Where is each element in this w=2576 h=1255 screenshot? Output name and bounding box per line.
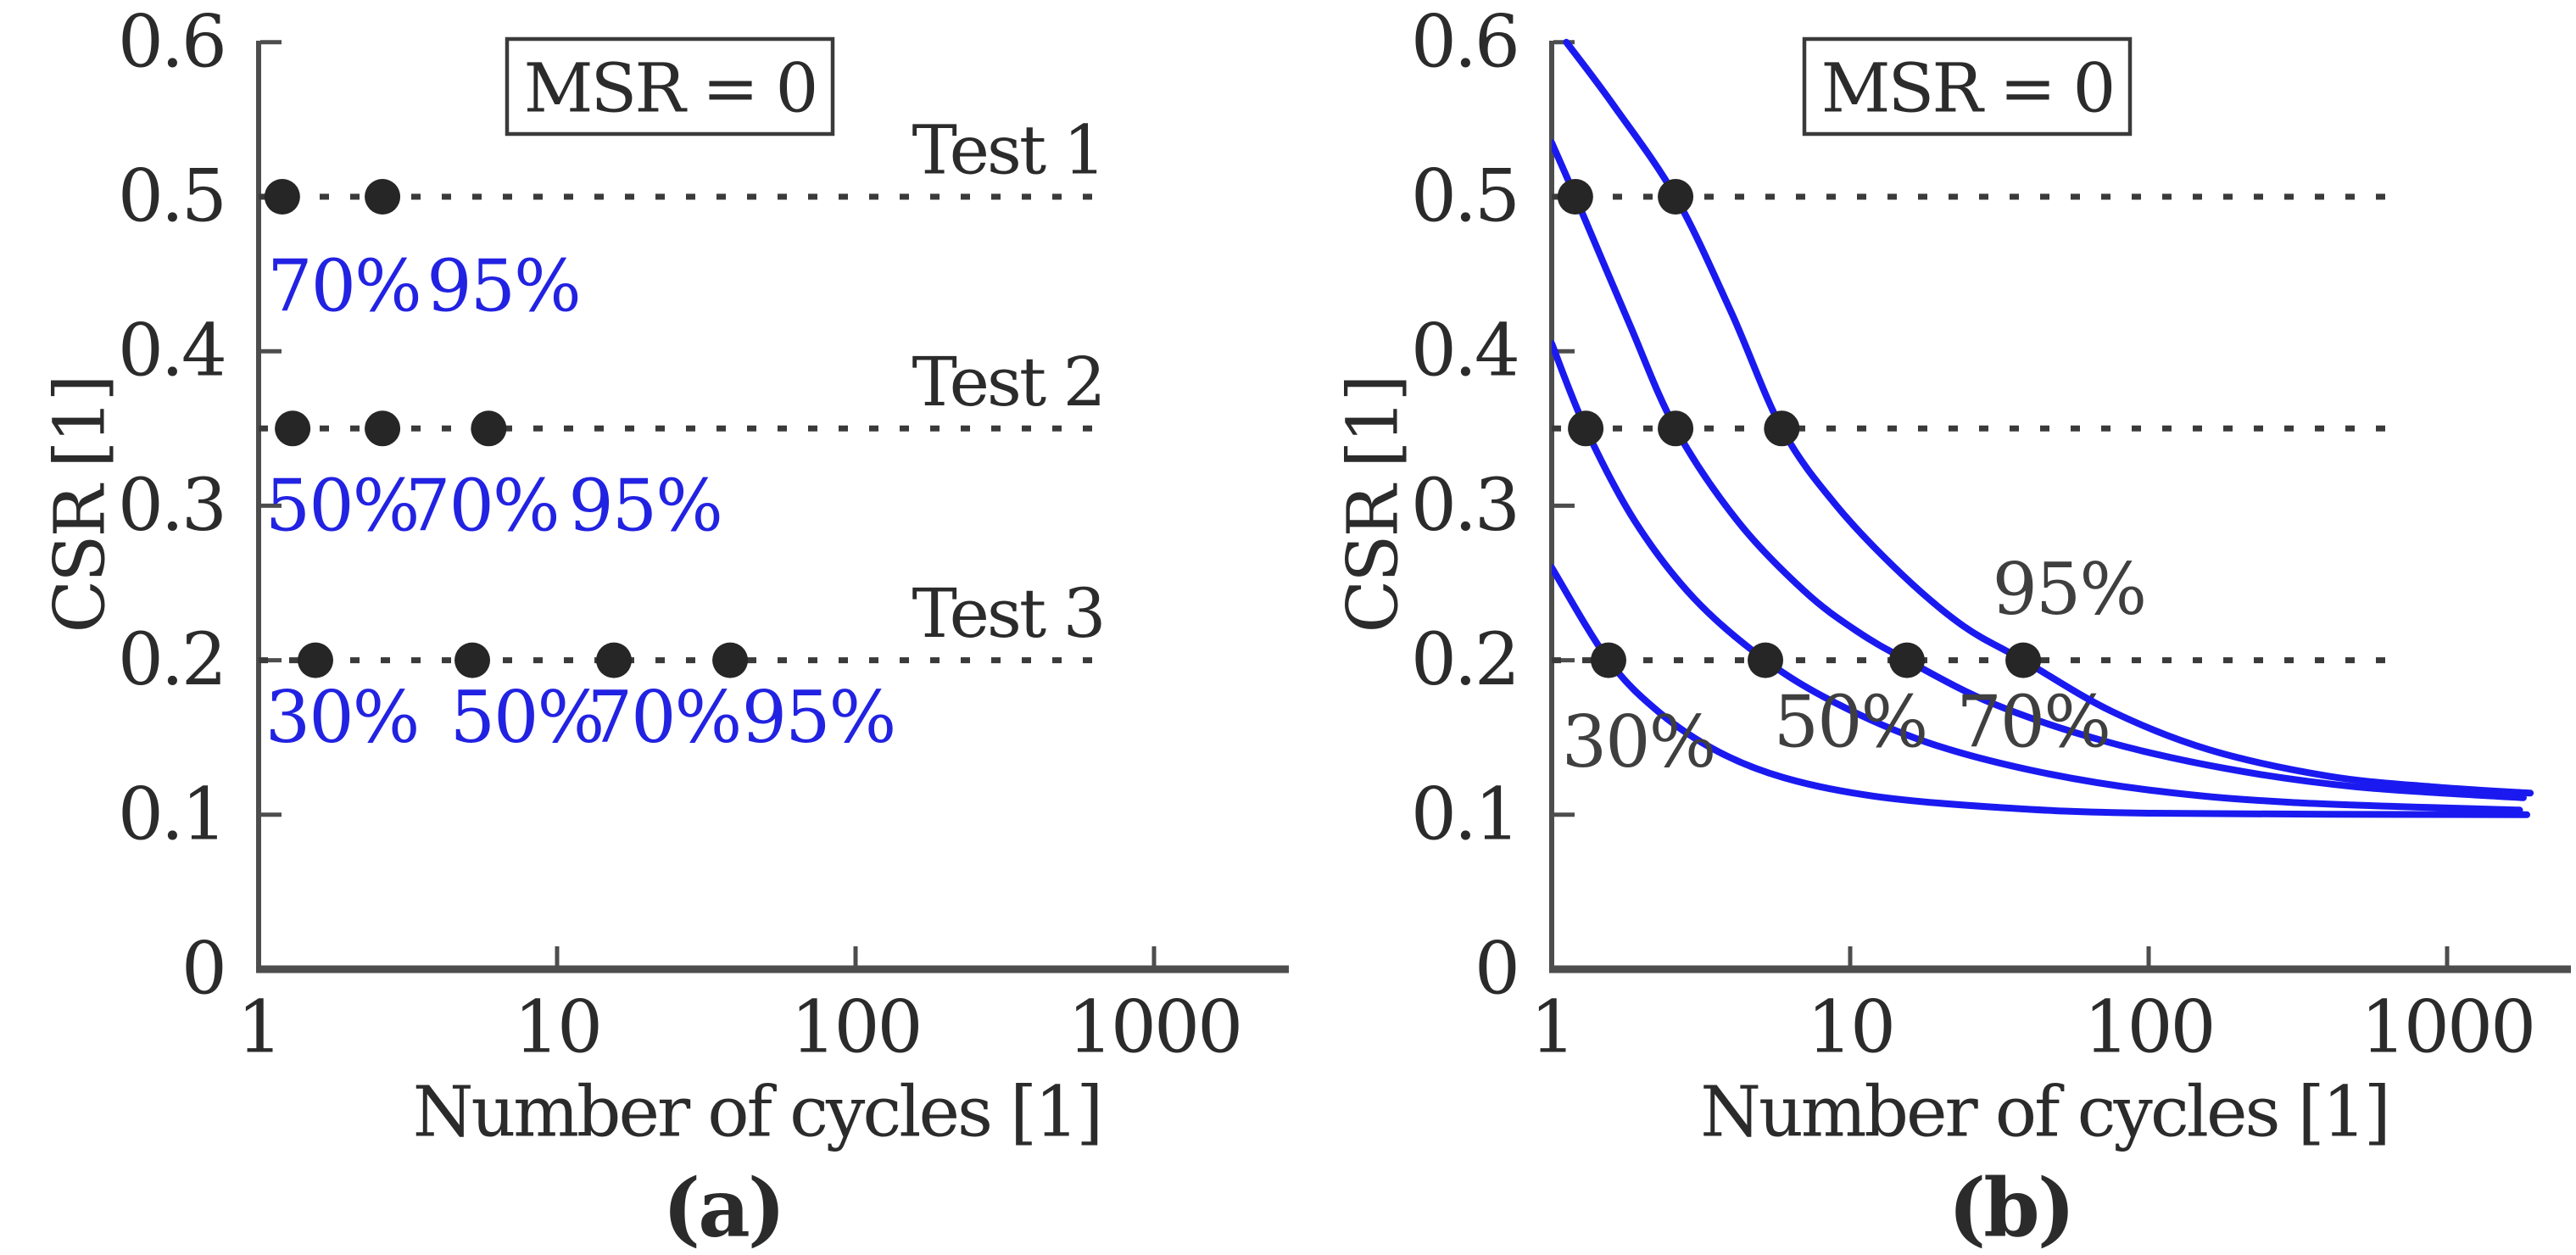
data-point (471, 410, 507, 447)
data-point (595, 642, 632, 678)
y-tick-label: 0.6 (1411, 0, 1518, 84)
annotation-box-text: MSR = 0 (524, 49, 817, 128)
data-point (1568, 410, 1604, 447)
data-point (1658, 410, 1694, 447)
point-probability-label: 50% (265, 464, 419, 547)
y-tick-label: 0.1 (1411, 773, 1518, 856)
point-probability-label: 30% (265, 676, 419, 759)
x-tick-label: 1000 (2361, 986, 2534, 1070)
y-tick-label: 0.1 (118, 773, 225, 856)
curve-probability-label: 95% (1992, 548, 2145, 631)
fatigue-curve-50pct (1552, 340, 2523, 814)
y-axis-title: CSR [1] (41, 377, 121, 633)
x-axis-title: Number of cycles [1] (1700, 1073, 2389, 1153)
data-point (1557, 179, 1593, 215)
y-tick-label: 0.4 (118, 310, 225, 393)
test-line-label: Test 3 (912, 574, 1103, 653)
data-point (1590, 642, 1626, 678)
x-tick-label: 10 (514, 986, 600, 1070)
data-point (454, 642, 491, 678)
x-axis-title: Number of cycles [1] (413, 1073, 1101, 1153)
test-line-label: Test 2 (912, 343, 1103, 421)
y-tick-label: 0.5 (1411, 155, 1518, 239)
point-probability-label: 50% (450, 676, 604, 759)
y-tick-label: 0.6 (118, 0, 225, 84)
annotation-box-text: MSR = 0 (1821, 49, 2114, 128)
x-tick-label: 1000 (1068, 986, 1241, 1070)
point-probability-label: 70% (588, 676, 741, 759)
data-point (365, 179, 401, 215)
y-tick-label: 0.3 (118, 464, 225, 548)
y-tick-label: 0 (181, 928, 225, 1012)
x-tick-label: 10 (1807, 986, 1893, 1070)
x-tick-label: 1 (1530, 986, 1573, 1070)
point-probability-label: 70% (405, 464, 559, 547)
point-probability-label: 95% (427, 245, 580, 328)
y-tick-label: 0.2 (118, 618, 225, 702)
x-tick-label: 1 (237, 986, 280, 1070)
data-point (712, 642, 749, 678)
test-line-label: Test 1 (912, 111, 1103, 190)
y-tick-label: 0.4 (1411, 310, 1518, 393)
data-point (275, 410, 311, 447)
panel-caption: (a) (662, 1162, 783, 1255)
annotation-box (505, 36, 835, 137)
curve-probability-label: 30% (1562, 700, 1715, 784)
data-point (264, 179, 300, 215)
annotation-box (1802, 36, 2133, 137)
y-tick-label: 0 (1475, 928, 1518, 1012)
fatigue-curve-30pct (1552, 564, 2530, 818)
curve-probability-label: 50% (1774, 680, 1927, 763)
fatigue-curve-95pct (1563, 38, 2534, 797)
panel-a: 1 10 100 1000 0 0.1 0.2 0.3 0.4 0.5 0.6 Number of c… (41, 0, 1289, 1255)
panel-b: 1 10 100 1000 0 0.1 0.2 0.3 0.4 0.5 0.6 Number of c… (1334, 0, 2571, 1255)
data-point (297, 642, 333, 678)
point-probability-label: 70% (267, 245, 421, 328)
y-tick-label: 0.2 (1411, 618, 1518, 702)
data-point (1888, 642, 1925, 678)
y-axis-title: CSR [1] (1334, 377, 1414, 633)
panel-caption: (b) (1948, 1162, 2072, 1255)
data-point (1764, 410, 1800, 447)
y-tick-label: 0.3 (1411, 464, 1518, 548)
data-point (1658, 179, 1694, 215)
point-probability-label: 95% (568, 464, 722, 547)
x-tick-label: 100 (790, 986, 920, 1070)
curve-probability-label: 70% (1956, 680, 2110, 763)
y-tick-label: 0.5 (118, 155, 225, 239)
data-point (1748, 642, 1784, 678)
data-point (2005, 642, 2042, 678)
fatigue-curve-70pct (1552, 139, 2527, 801)
point-probability-label: 95% (742, 676, 895, 759)
x-tick-label: 100 (2083, 986, 2213, 1070)
data-point (365, 410, 401, 447)
